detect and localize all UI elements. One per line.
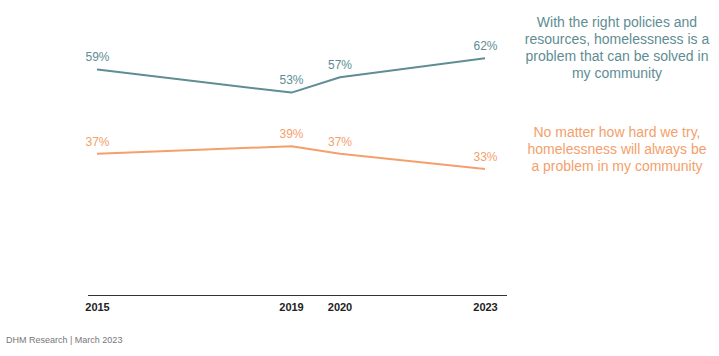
html-text:No matter how hard we try, hom: No matter how hard we try, homelessness … — [527, 124, 707, 174]
svg-text:59%: 59% — [85, 50, 109, 64]
svg-text:37%: 37% — [328, 135, 352, 149]
html-text:DHM Research | March 2023: DHM Research | March 2023 — [6, 335, 123, 345]
svg-text:37%: 37% — [85, 135, 109, 149]
svg-text:2023: 2023 — [473, 301, 497, 313]
svg-text:2020: 2020 — [328, 301, 352, 313]
svg-text:33%: 33% — [473, 150, 497, 164]
svg-text:2015: 2015 — [85, 301, 109, 313]
svg-text:57%: 57% — [328, 58, 352, 72]
html-text:With the right policies and re: With the right policies and resources, h… — [524, 14, 710, 81]
svg-text:2019: 2019 — [279, 301, 303, 313]
svg-text:62%: 62% — [473, 39, 497, 53]
svg-text:53%: 53% — [279, 73, 303, 87]
svg-text:39%: 39% — [279, 127, 303, 141]
